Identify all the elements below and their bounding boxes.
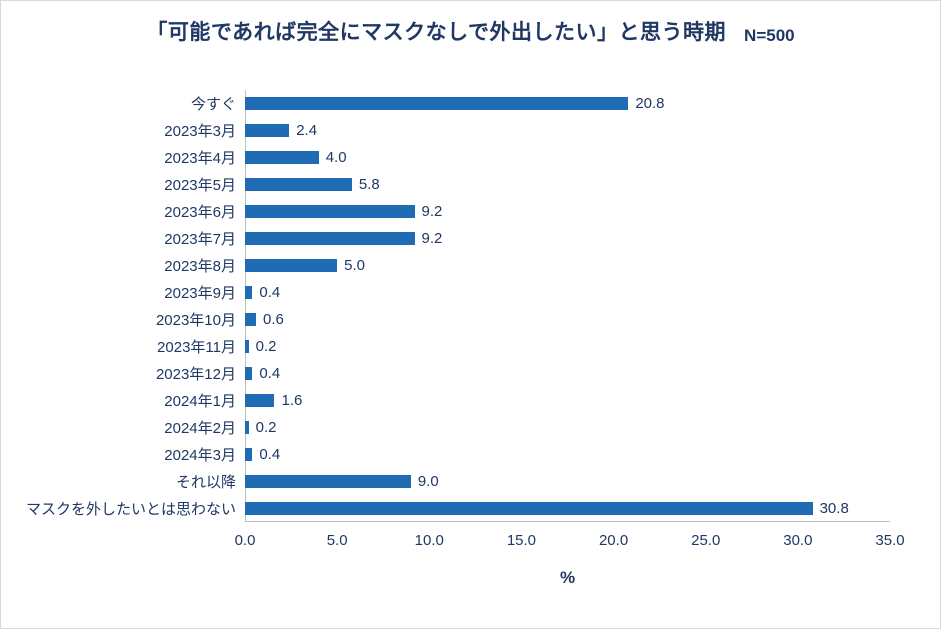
category-label: 2023年5月 <box>164 177 236 194</box>
bar-track: 0.4 <box>245 360 890 387</box>
bar <box>245 421 249 434</box>
category-label: 2024年1月 <box>164 393 236 410</box>
value-label: 30.8 <box>819 500 849 517</box>
bar <box>245 448 253 461</box>
value-label: 0.6 <box>263 311 284 328</box>
value-label: 2.4 <box>296 122 318 139</box>
bar-row: 2024年2月 0.2 <box>10 414 890 441</box>
bar-track: 0.4 <box>245 441 890 468</box>
chart-title: 「可能であれば完全にマスクなしで外出したい」と思う時期 <box>146 21 727 44</box>
category-label: 今すぐ <box>190 96 236 113</box>
x-axis-tick-label: 35.0 <box>875 532 905 549</box>
value-label: 0.4 <box>259 365 281 382</box>
bar <box>245 475 411 488</box>
category-label: マスクを外したいとは思わない <box>25 501 236 518</box>
bar-track: 5.8 <box>245 171 890 198</box>
value-label: 20.8 <box>635 95 665 112</box>
category-label: 2024年2月 <box>164 420 236 437</box>
value-label: 0.2 <box>255 419 277 436</box>
bar-track: 1.6 <box>245 387 890 414</box>
bar-track: 5.0 <box>245 252 890 279</box>
x-axis-tick-label: 5.0 <box>326 532 348 549</box>
bar-row: 2023年6月 9.2 <box>10 198 890 225</box>
x-axis-tick-label: 10.0 <box>414 532 444 549</box>
bar-row: 2023年12月 0.4 <box>10 360 890 387</box>
bar-track: 2.4 <box>245 117 890 144</box>
category-label: 2023年7月 <box>164 231 236 248</box>
x-axis-tick-label: 20.0 <box>598 532 629 549</box>
bar-track: 30.8 <box>245 495 890 522</box>
bar-row: 2023年4月 4.0 <box>10 144 890 171</box>
bar <box>245 367 253 380</box>
bar-track: 9.2 <box>245 225 890 252</box>
bar <box>245 286 253 299</box>
bar-row: 2023年11月 0.2 <box>10 333 890 360</box>
value-label: 0.2 <box>255 338 277 355</box>
value-label: 0.4 <box>259 284 281 301</box>
sample-size-label: N=500 <box>744 26 795 45</box>
x-axis-tick-label: 25.0 <box>691 532 721 549</box>
value-label: 9.2 <box>421 230 443 247</box>
category-label: それ以降 <box>175 474 236 491</box>
bar-track: 20.8 <box>245 90 890 117</box>
bar-chart-plot-area: 今すぐ 20.8 2023年3月 2.4 2023年4月 4.0 2023年5月 5.8 202… <box>10 90 890 522</box>
bar <box>245 97 629 110</box>
bar-track: 9.0 <box>245 468 890 495</box>
x-axis-tick-label: 0.0 <box>234 532 256 549</box>
value-label: 1.6 <box>281 392 303 409</box>
category-label: 2023年6月 <box>164 204 236 221</box>
category-label: 2024年3月 <box>164 447 236 464</box>
x-axis-tick-labels: 0.0 5.0 10.0 15.0 20.0 25.0 30.0 35.0 <box>235 532 905 554</box>
value-label: 4.0 <box>325 149 347 166</box>
bar-row: それ以降 9.0 <box>10 468 890 495</box>
bar-track: 0.2 <box>245 414 890 441</box>
bar <box>245 502 813 515</box>
value-label: 0.4 <box>259 446 281 463</box>
bar-track: 0.2 <box>245 333 890 360</box>
bar <box>245 259 338 272</box>
bar <box>245 394 275 407</box>
category-label: 2023年12月 <box>155 366 236 383</box>
category-label: 2023年9月 <box>164 285 236 302</box>
bar <box>245 232 415 245</box>
bar-track: 0.6 <box>245 306 890 333</box>
bar-track: 0.4 <box>245 279 890 306</box>
bar-row: 2023年3月 2.4 <box>10 117 890 144</box>
bar-track: 9.2 <box>245 198 890 225</box>
bar-row: 2024年3月 0.4 <box>10 441 890 468</box>
bar-row: 2023年9月 0.4 <box>10 279 890 306</box>
bar-track: 4.0 <box>245 144 890 171</box>
category-label: 2023年11月 <box>157 339 236 356</box>
bar-row: 2024年1月 1.6 <box>10 387 890 414</box>
category-label: 2023年3月 <box>164 123 236 140</box>
bar-row: マスクを外したいとは思わない 30.8 <box>10 495 890 522</box>
chart-title-row: 「可能であれば完全にマスクなしで外出したい」と思う時期 N=500 <box>0 16 941 46</box>
bar-row: 2023年7月 9.2 <box>10 225 890 252</box>
bar <box>245 340 249 353</box>
x-axis-title: % <box>559 568 576 587</box>
value-label: 9.2 <box>421 203 443 220</box>
bar-row: 2023年8月 5.0 <box>10 252 890 279</box>
value-label: 9.0 <box>417 473 439 490</box>
x-axis-tick-label: 30.0 <box>783 532 813 549</box>
bar-row: 2023年10月 0.6 <box>10 306 890 333</box>
bar <box>245 178 352 191</box>
value-label: 5.0 <box>344 257 365 274</box>
bar <box>245 205 415 218</box>
bar <box>245 313 257 326</box>
x-axis-tick-label: 15.0 <box>506 532 537 549</box>
bar <box>245 124 290 137</box>
bar-row: 2023年5月 5.8 <box>10 171 890 198</box>
category-label: 2023年8月 <box>164 258 236 275</box>
bar-row: 今すぐ 20.8 <box>10 90 890 117</box>
category-label: 2023年10月 <box>155 312 236 329</box>
category-label: 2023年4月 <box>164 150 236 167</box>
value-label: 5.8 <box>358 176 380 193</box>
bar <box>245 151 319 164</box>
